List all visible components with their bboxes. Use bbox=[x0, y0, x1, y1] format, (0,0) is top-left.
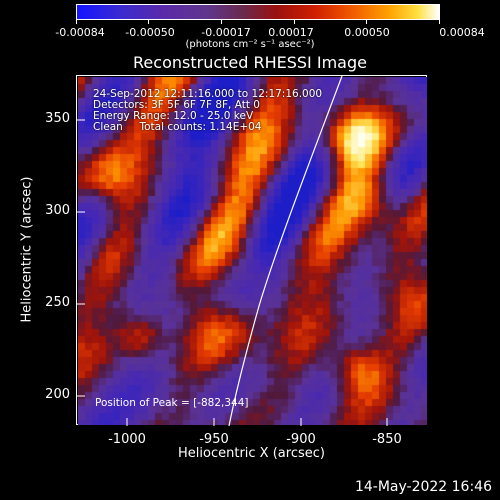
plot-datestamp: 14-May-2022 16:46 bbox=[354, 479, 492, 495]
x-tick-label: -950 bbox=[199, 432, 229, 447]
info-time: 24-Sep-2012 12:11:16.000 to 12:17:16.000 bbox=[93, 88, 323, 100]
info-energy: Energy Range: 12.0 - 25.0 keV bbox=[93, 110, 254, 122]
colorbar bbox=[76, 4, 440, 20]
peak-position: Position of Peak = [-882,344] bbox=[95, 397, 249, 409]
plot-title: Reconstructed RHESSI Image bbox=[133, 53, 367, 72]
colorbar-tick bbox=[148, 20, 149, 24]
colorbar-label: 0.00050 bbox=[344, 26, 390, 39]
x-tick-label: -850 bbox=[372, 432, 402, 447]
colorbar-label: -0.00017 bbox=[201, 26, 251, 39]
colorbar-tick bbox=[76, 20, 77, 24]
colorbar-label: -0.00050 bbox=[125, 26, 175, 39]
colorbar-units: (photons cm⁻² s⁻¹ asec⁻²) bbox=[185, 39, 315, 50]
colorbar-tick bbox=[221, 20, 222, 24]
plot-overlay bbox=[77, 76, 388, 426]
info-detectors: Detectors: 3F 5F 6F 7F 8F, Att 0 bbox=[93, 99, 260, 111]
y-tick-label: 250 bbox=[45, 295, 70, 310]
x-tick-label: -1000 bbox=[108, 432, 146, 447]
colorbar-label: 0.00084 bbox=[439, 26, 485, 39]
rhessi-image bbox=[78, 77, 427, 425]
colorbar-tick bbox=[294, 20, 295, 24]
y-tick-label: 350 bbox=[45, 111, 70, 126]
image-plot: 24-Sep-2012 12:11:16.000 to 12:17:16.000… bbox=[76, 75, 427, 426]
colorbar-tick bbox=[366, 20, 367, 24]
x-tick-label: -900 bbox=[286, 432, 316, 447]
x-axis-label: Heliocentric X (arcsec) bbox=[178, 446, 325, 461]
limb-line bbox=[228, 76, 343, 426]
colorbar-tick bbox=[439, 20, 440, 24]
y-tick-label: 200 bbox=[45, 387, 70, 402]
colorbar-label: -0.00084 bbox=[55, 26, 105, 39]
y-tick-label: 300 bbox=[45, 203, 70, 218]
info-clean: Clean Total counts: 1.14E+04 bbox=[93, 121, 262, 133]
colorbar-label: 0.00017 bbox=[268, 26, 314, 39]
y-axis-label: Heliocentric Y (arcsec) bbox=[19, 176, 35, 323]
